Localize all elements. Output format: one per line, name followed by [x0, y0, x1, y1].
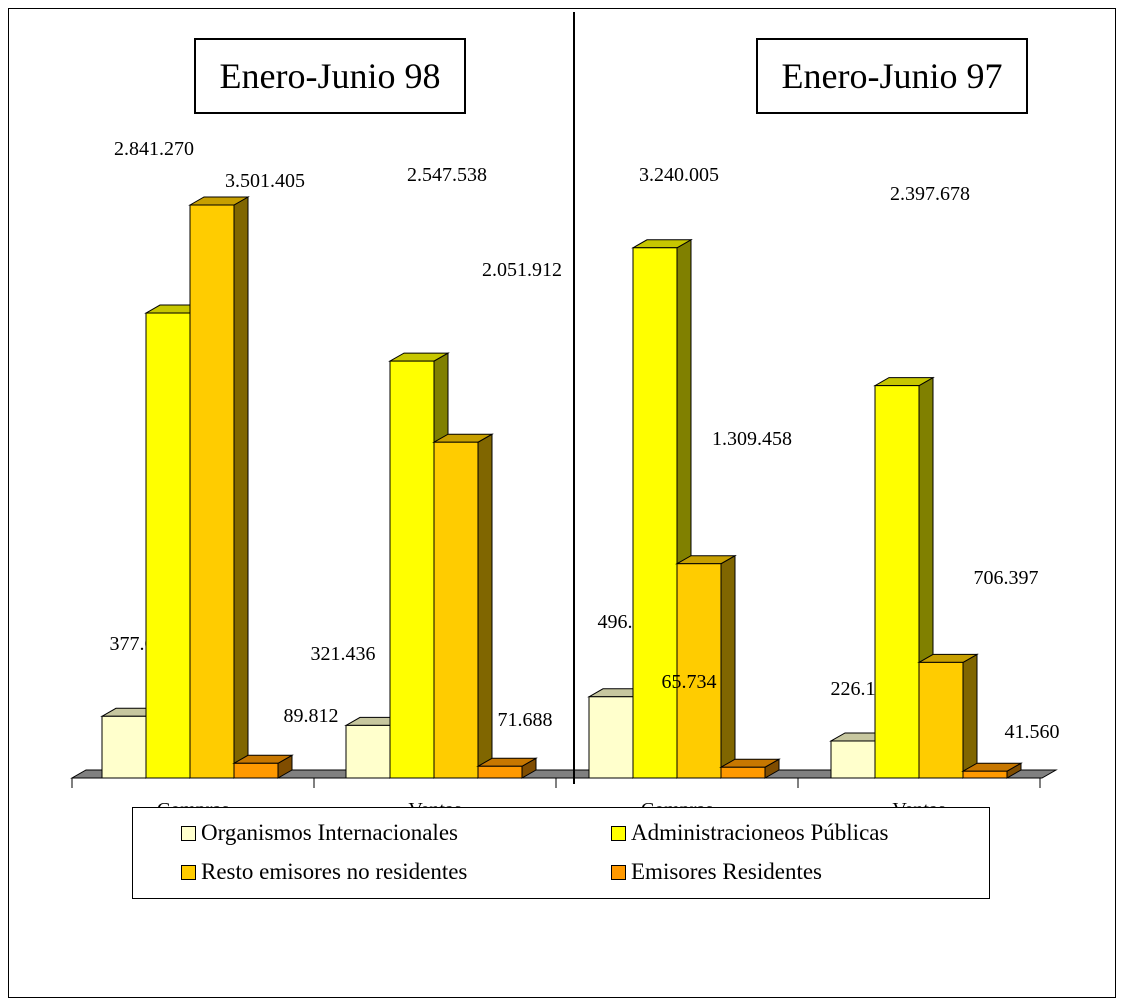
bar [874, 385, 920, 779]
legend-label-organismos: Organismos Internacionales [201, 820, 458, 845]
legend-swatch-organismos [181, 825, 196, 841]
data-label: 65.734 [662, 671, 717, 693]
bar [233, 762, 279, 779]
data-label: 2.841.270 [114, 138, 194, 160]
bar [588, 696, 634, 779]
legend-item-resto: Resto emisores no residentes [181, 859, 467, 885]
bar [830, 740, 876, 779]
legend-swatch-residentes [611, 864, 626, 880]
bar [918, 661, 964, 779]
legend-label-administraciones: Administracioneos Públicas [631, 820, 889, 845]
data-label: 1.309.458 [712, 428, 792, 450]
data-label: 71.688 [498, 709, 553, 731]
bar [345, 724, 391, 779]
bar [101, 715, 147, 779]
bar-side [477, 433, 493, 779]
data-label: 321.436 [311, 643, 376, 665]
legend: Organismos Internacionales Administracio… [132, 807, 990, 899]
bar [477, 765, 523, 779]
data-label: 3.240.005 [639, 164, 719, 186]
legend-item-organismos: Organismos Internacionales [181, 820, 458, 846]
data-label: 2.547.538 [407, 164, 487, 186]
bar-side [233, 196, 249, 779]
data-label: 3.501.405 [225, 170, 305, 192]
data-label: 89.812 [284, 705, 339, 727]
legend-item-administraciones: Administracioneos Públicas [611, 820, 888, 846]
legend-label-resto: Resto emisores no residentes [201, 859, 468, 884]
data-label: 41.560 [1005, 721, 1060, 743]
bar [189, 204, 235, 779]
bar-side [962, 653, 978, 779]
data-label: 2.051.912 [482, 259, 562, 281]
chart-frame [8, 8, 1116, 998]
bar [389, 360, 435, 779]
bar [676, 563, 722, 779]
legend-swatch-administraciones [611, 825, 626, 841]
data-label: 2.397.678 [890, 183, 970, 205]
data-label: 706.397 [974, 567, 1039, 589]
panel-title-98: Enero-Junio 98 [194, 38, 466, 114]
bar [720, 766, 766, 779]
bar [433, 441, 479, 779]
bar [962, 770, 1008, 779]
legend-item-residentes: Emisores Residentes [611, 859, 822, 885]
legend-swatch-resto [181, 864, 196, 880]
bar [145, 312, 191, 779]
legend-label-residentes: Emisores Residentes [631, 859, 822, 884]
bar [632, 247, 678, 779]
bar-side [720, 554, 736, 779]
panel-title-97: Enero-Junio 97 [756, 38, 1028, 114]
